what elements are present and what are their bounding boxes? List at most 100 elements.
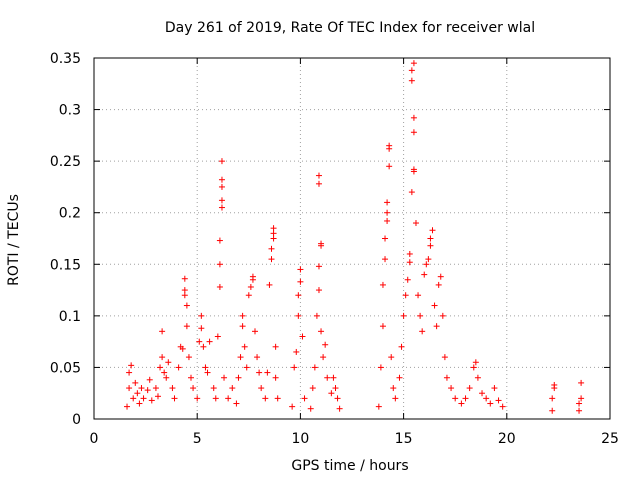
- data-point: [313, 312, 320, 319]
- data-point: [458, 400, 465, 407]
- data-point: [410, 129, 417, 136]
- data-point: [216, 237, 223, 244]
- data-point: [318, 328, 325, 335]
- data-point: [406, 259, 413, 266]
- data-point: [196, 338, 203, 345]
- data-point: [423, 261, 430, 268]
- data-point: [578, 379, 585, 386]
- data-point: [406, 250, 413, 257]
- data-point: [206, 338, 213, 345]
- data-point: [291, 364, 298, 371]
- data-point: [322, 341, 329, 348]
- data-point: [216, 283, 223, 290]
- data-point: [421, 271, 428, 278]
- data-point: [183, 323, 190, 330]
- data-point: [429, 227, 436, 234]
- data-point: [479, 390, 486, 397]
- data-point: [379, 323, 386, 330]
- data-point: [190, 385, 197, 392]
- data-point: [233, 400, 240, 407]
- data-point: [408, 67, 415, 74]
- data-point: [435, 281, 442, 288]
- data-point: [194, 395, 201, 402]
- data-point: [148, 397, 155, 404]
- data-point: [295, 312, 302, 319]
- data-point: [229, 385, 236, 392]
- data-point: [157, 364, 164, 371]
- data-point: [268, 245, 275, 252]
- data-point: [415, 292, 422, 299]
- data-point: [315, 287, 322, 294]
- data-point: [235, 374, 242, 381]
- data-point: [249, 273, 256, 280]
- data-point: [247, 283, 254, 290]
- data-point: [487, 400, 494, 407]
- data-point: [204, 369, 211, 376]
- data-point: [408, 189, 415, 196]
- data-point: [181, 275, 188, 282]
- data-point: [412, 220, 419, 227]
- x-tick-label: 0: [90, 431, 99, 447]
- data-point: [427, 235, 434, 242]
- data-point: [293, 348, 300, 355]
- data-point: [495, 397, 502, 404]
- x-tick-label: 5: [193, 431, 202, 447]
- data-point: [218, 158, 225, 165]
- data-point: [410, 114, 417, 121]
- data-point: [382, 256, 389, 263]
- data-point: [200, 343, 207, 350]
- data-point: [386, 142, 393, 149]
- data-point: [262, 395, 269, 402]
- data-point: [175, 364, 182, 371]
- data-point: [237, 354, 244, 361]
- data-point: [179, 345, 186, 352]
- data-point: [320, 354, 327, 361]
- data-point: [146, 376, 153, 383]
- data-point: [396, 374, 403, 381]
- data-point: [128, 362, 135, 369]
- data-point: [334, 395, 341, 402]
- data-point: [124, 403, 131, 410]
- data-point: [165, 359, 172, 366]
- data-point: [297, 278, 304, 285]
- y-tick-label: 0.1: [59, 309, 81, 325]
- data-point: [576, 407, 583, 414]
- data-point: [388, 354, 395, 361]
- data-point: [218, 197, 225, 204]
- data-point: [466, 385, 473, 392]
- data-point: [315, 172, 322, 179]
- y-tick-label: 0.2: [59, 206, 81, 222]
- data-points: [124, 60, 585, 414]
- y-tick-label: 0.3: [59, 103, 81, 119]
- data-point: [144, 387, 151, 394]
- data-point: [311, 364, 318, 371]
- data-point: [384, 217, 391, 224]
- data-point: [384, 209, 391, 216]
- data-point: [239, 323, 246, 330]
- data-point: [221, 374, 228, 381]
- y-axis-label: ROTI / TECUs: [6, 194, 22, 286]
- data-point: [169, 385, 176, 392]
- data-point: [301, 395, 308, 402]
- data-point: [332, 385, 339, 392]
- data-point: [299, 333, 306, 340]
- data-point: [295, 292, 302, 299]
- data-point: [225, 395, 232, 402]
- data-point: [386, 163, 393, 170]
- data-point: [185, 354, 192, 361]
- data-point: [379, 281, 386, 288]
- y-tick-label: 0.05: [50, 360, 81, 376]
- data-point: [309, 385, 316, 392]
- data-point: [408, 77, 415, 84]
- data-point: [270, 225, 277, 232]
- data-point: [183, 302, 190, 309]
- data-point: [462, 395, 469, 402]
- data-point: [289, 403, 296, 410]
- data-point: [239, 312, 246, 319]
- x-tick-labels: 0 5 10 15 20 25: [90, 431, 619, 447]
- data-point: [417, 312, 424, 319]
- x-tick-label: 20: [498, 431, 516, 447]
- data-point: [472, 359, 479, 366]
- data-point: [328, 390, 335, 397]
- data-point: [419, 328, 426, 335]
